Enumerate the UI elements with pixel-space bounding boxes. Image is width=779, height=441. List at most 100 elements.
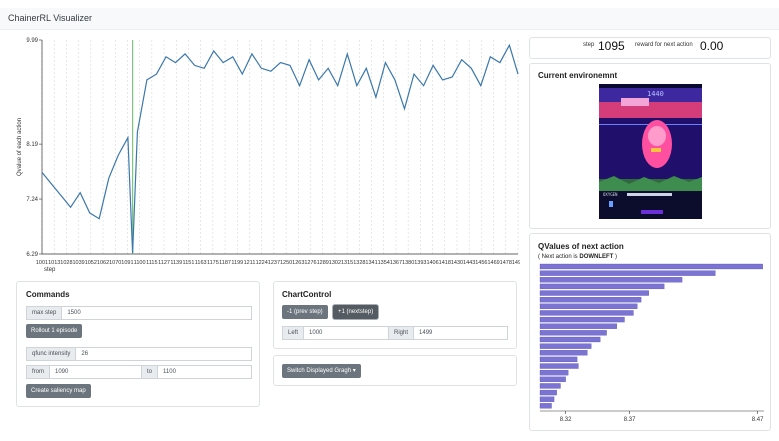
x-tick-label: 1478 <box>500 260 512 266</box>
x-tick-label: 1127 <box>158 260 170 266</box>
qvalues-title: QValues of next action <box>538 242 624 251</box>
qvalue-line-chart[interactable]: 1001 1013 1028 1039 1052 1062 1070 1091 1100 1115… <box>0 32 520 274</box>
x-tick-label: 1263 <box>292 260 304 266</box>
x-tick-label: 1443 <box>463 260 475 266</box>
qvalue-bar-chart: 8.32 8.37 8.47 <box>539 263 764 423</box>
y-tick-label: 9.99 <box>26 38 38 44</box>
bar-x-tick-label: 8.32 <box>560 417 572 423</box>
qvalue-bar <box>539 356 578 363</box>
qvalue-bar <box>539 370 569 376</box>
next-step-button[interactable]: +1 (nextstep) <box>333 305 379 319</box>
x-tick-label: 1163 <box>195 260 207 266</box>
x-tick-label: 1062 <box>97 260 109 266</box>
qvalues-card: QValues of next action ( Next action is … <box>529 233 771 431</box>
right-label: Right <box>389 326 415 340</box>
x-tick-label: 1250 <box>280 260 292 266</box>
bar-x-tick-label: 8.37 <box>624 417 636 423</box>
qvalue-bar <box>539 330 607 336</box>
rollout-button[interactable]: Rollout 1 episode <box>26 324 83 338</box>
max-step-input[interactable]: 1500 <box>62 306 252 320</box>
x-tick-label: 1001 <box>36 260 48 266</box>
to-label: to <box>142 365 159 379</box>
game-screen: 1440 OXYGEN <box>599 84 702 219</box>
y-axis-label: Qvalue of each action <box>17 118 23 176</box>
x-tick-label: 1406 <box>426 260 438 266</box>
qvalue-bar <box>539 303 638 309</box>
right-input[interactable]: 1499 <box>414 326 508 340</box>
app-title[interactable]: ChainerRL Visualizer <box>8 13 93 23</box>
chartcontrol-card: ChartControl -1 (prev step) +1 (nextstep… <box>273 281 517 349</box>
step-label: step <box>583 42 595 48</box>
prev-step-button[interactable]: -1 (prev step) <box>282 305 328 319</box>
switch-graph-label: Switch Displayed Gragh <box>287 368 352 374</box>
next-action-text: ( Next action is DOWNLEFT ) <box>538 254 617 260</box>
reward-value: 0.00 <box>700 39 724 53</box>
x-tick-label: 1430 <box>451 260 463 266</box>
x-tick-label: 1139 <box>170 260 182 266</box>
x-tick-label: 1418 <box>439 260 451 266</box>
x-tick-label: 1100 <box>134 260 146 266</box>
x-tick-label: 1469 <box>487 260 499 266</box>
create-saliency-button[interactable]: Create saliency map <box>26 384 91 398</box>
x-tick-label: 1199 <box>231 260 243 266</box>
qvalue-bar <box>539 343 592 349</box>
next-action-value: DOWNLEFT <box>579 254 614 260</box>
chart-range-group: Left 1000 Right 1499 <box>282 326 508 340</box>
qfunc-group: qfunc intensity 26 <box>26 347 252 361</box>
caret-down-icon: ▾ <box>352 368 356 374</box>
qvalue-bar <box>539 376 566 382</box>
max-step-label: max step <box>26 306 63 320</box>
x-tick-label: 1276 <box>304 260 316 266</box>
qvalue-bar <box>539 396 555 402</box>
environment-title: Current environemnt <box>538 71 618 80</box>
x-tick-label: 1341 <box>365 260 377 266</box>
x-tick-label: 1302 <box>329 260 341 266</box>
step-value: 1095 <box>598 39 625 53</box>
qvalue-bar <box>539 310 634 316</box>
next-action-suffix: ) <box>613 254 618 260</box>
x-tick-label: 1380 <box>402 260 414 266</box>
x-tick-label: 1289 <box>317 260 329 266</box>
step-panel: step 1095 reward for next action 0.00 <box>529 37 771 59</box>
qvalue-bar <box>539 316 625 323</box>
game-frame-svg: 1440 OXYGEN <box>599 84 702 219</box>
qvalue-bar <box>539 270 716 276</box>
x-tick-label: 1039 <box>72 260 84 266</box>
x-tick-label: 1052 <box>85 260 97 266</box>
qvalue-bar <box>539 403 552 409</box>
qvalue-bar <box>539 389 557 396</box>
y-tick-label: 8.19 <box>26 142 38 148</box>
x-tick-label: 1070 <box>109 260 121 266</box>
x-tick-label: 1354 <box>378 260 390 266</box>
qvalue-chart-svg[interactable]: 1001 1013 1028 1039 1052 1062 1070 1091 1100 1115… <box>0 32 520 274</box>
qfunc-intensity-label: qfunc intensity <box>26 347 77 361</box>
game-score: 1440 <box>647 90 664 98</box>
to-input[interactable]: 1100 <box>158 365 252 379</box>
x-tick-label: 1456 <box>475 260 487 266</box>
x-tick-label: 1490 <box>512 260 520 266</box>
switch-graph-card: Switch Displayed Gragh ▾ <box>273 355 517 386</box>
from-input[interactable]: 1090 <box>50 365 142 379</box>
x-tick-label: 1151 <box>183 260 195 266</box>
qvalue-bar <box>539 290 649 296</box>
x-tick-label: 1175 <box>207 260 219 266</box>
x-axis-label: step <box>44 267 56 273</box>
qvalue-bar <box>539 263 763 270</box>
qvalue-bar <box>539 277 683 283</box>
qvalue-bar <box>539 336 601 343</box>
qvalue-bar <box>539 297 642 303</box>
qvalue-bar <box>539 383 561 389</box>
next-action-prefix: ( Next action is <box>538 254 580 260</box>
commands-title: Commands <box>26 290 70 299</box>
x-tick-label: 1211 <box>244 260 256 266</box>
x-tick-label: 1115 <box>146 260 157 266</box>
x-tick-label: 1367 <box>390 260 402 266</box>
left-input[interactable]: 1000 <box>304 326 390 340</box>
y-tick-label: 7.24 <box>26 197 38 203</box>
x-tick-label: 1028 <box>60 260 72 266</box>
max-step-group: max step 1500 <box>26 306 252 320</box>
qfunc-intensity-input[interactable]: 26 <box>76 347 252 361</box>
x-tick-label: 1328 <box>353 260 365 266</box>
switch-graph-button[interactable]: Switch Displayed Gragh ▾ <box>282 364 361 378</box>
range-group: from 1090 to 1100 <box>26 365 252 379</box>
